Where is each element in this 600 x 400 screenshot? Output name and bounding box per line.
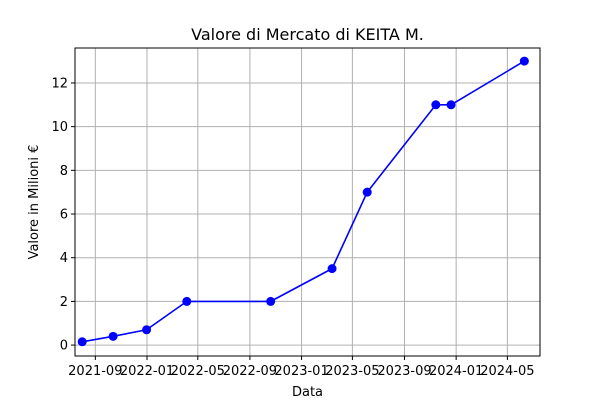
y-tick-label: 6 bbox=[60, 208, 68, 223]
data-point bbox=[108, 331, 118, 341]
x-axis-label: Data bbox=[292, 385, 323, 400]
data-point bbox=[327, 264, 337, 274]
x-tick-label: 2024-01 bbox=[429, 364, 483, 379]
plot-area-frame bbox=[74, 47, 541, 357]
grid bbox=[75, 48, 540, 356]
series-line bbox=[82, 60, 525, 343]
data-point bbox=[519, 56, 529, 66]
y-tick-label: 12 bbox=[51, 76, 68, 91]
y-axis-label: Valore in Milioni € bbox=[27, 145, 42, 260]
x-tick-label: 2022-05 bbox=[171, 364, 225, 379]
x-tick-label: 2024-05 bbox=[480, 364, 534, 379]
data-point bbox=[77, 337, 87, 347]
chart-title: Valore di Mercato di KEITA M. bbox=[191, 25, 424, 44]
y-tick-label: 2 bbox=[60, 295, 68, 310]
data-point bbox=[431, 100, 441, 110]
x-axis-ticks: 2021-092022-012022-052022-092023-012023-… bbox=[68, 356, 535, 379]
y-axis-ticks: 0 2 4 6 8 10 12 bbox=[51, 76, 75, 354]
data-point bbox=[362, 187, 372, 197]
x-tick-label: 2023-09 bbox=[377, 364, 431, 379]
y-tick-label: 4 bbox=[60, 251, 68, 266]
y-tick-label: 8 bbox=[60, 164, 68, 179]
data-point bbox=[446, 100, 456, 110]
y-tick-label: 10 bbox=[51, 120, 68, 135]
x-tick-label: 2021-09 bbox=[68, 364, 122, 379]
data-series bbox=[77, 56, 529, 347]
data-point bbox=[266, 296, 276, 306]
data-point bbox=[182, 296, 192, 306]
x-tick-label: 2022-09 bbox=[223, 364, 277, 379]
data-point bbox=[142, 325, 152, 335]
y-tick-label: 0 bbox=[60, 339, 68, 354]
x-tick-label: 2023-01 bbox=[274, 364, 328, 379]
x-tick-label: 2022-01 bbox=[120, 364, 174, 379]
x-tick-label: 2023-05 bbox=[325, 364, 379, 379]
